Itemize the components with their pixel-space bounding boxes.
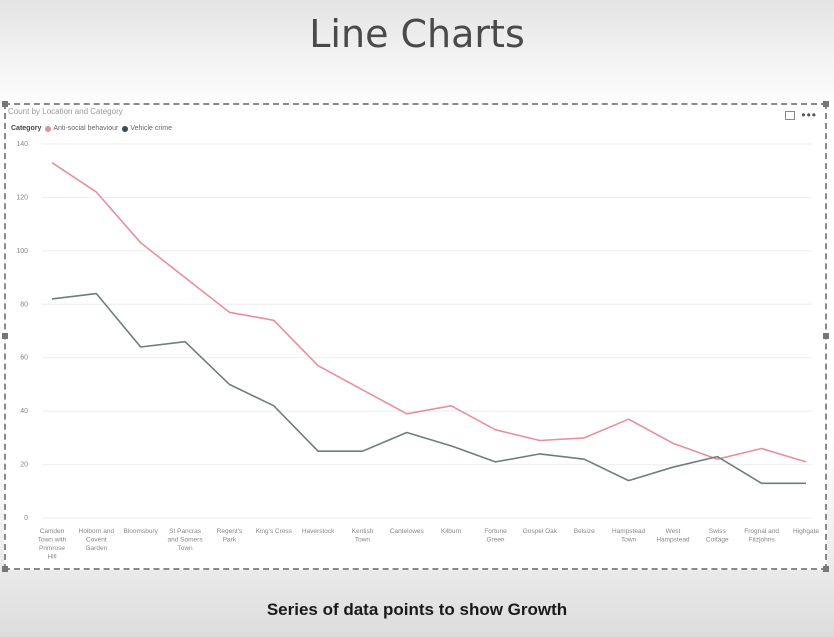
x-tick-label-line: Town with (38, 537, 67, 544)
x-tick-label-line: Kilburn (441, 528, 462, 535)
resize-handle-top-left[interactable] (2, 101, 8, 107)
chart-visual[interactable]: Count by Location and Category ••• Categ… (2, 101, 829, 572)
x-tick-label: Fortune Green (484, 528, 507, 544)
x-tick-label: Camden Town with Primrose Hill (38, 528, 67, 561)
series-line-vehicle-crime (51, 292, 806, 485)
x-tick-label-line: Bloomsbury (124, 528, 159, 535)
y-tick-label: 0 (24, 515, 28, 522)
line-chart: 0 20 40 60 80 100 120 140 Camden Town with Primros… (16, 141, 819, 561)
x-tick-label: St Pancras and Somers Town (168, 528, 204, 552)
x-tick-label: Gospel Oak (523, 528, 558, 535)
slide-title: Line Charts (309, 12, 525, 56)
legend: Category Anti-social behaviour Vehicle c… (11, 125, 176, 132)
focus-mode-icon[interactable] (785, 111, 795, 120)
visual-title: Count by Location and Category (8, 107, 123, 116)
legend-label: Anti-social behaviour (53, 125, 119, 132)
x-tick-label: Frognal and Fitzjohns (744, 528, 779, 544)
x-tick-label: Swiss Cottage (706, 528, 729, 544)
x-tick-label: Haverstock (302, 528, 335, 535)
x-tick-label-line: Primrose (39, 545, 65, 552)
x-tick-label: West Hampstead (656, 528, 690, 544)
x-tick-label: Kilburn (441, 528, 462, 535)
legend-item-vehicle-crime[interactable]: Vehicle crime (122, 125, 172, 132)
x-tick-label-line: and Somers (168, 537, 204, 544)
slide-subtitle: Series of data points to show Growth (266, 600, 568, 619)
x-tick-label-line: King's Cross (256, 528, 293, 535)
resize-handle-bottom-left[interactable] (2, 566, 8, 572)
x-tick-label: Kentish Town (352, 528, 374, 544)
x-tick-label: Belsize (574, 528, 595, 535)
y-tick-label: 80 (20, 301, 28, 308)
y-tick-label: 140 (16, 141, 28, 148)
x-tick-label-line: Hill (47, 554, 57, 561)
x-tick-label: Holborn and Covent Garden (79, 528, 115, 552)
x-tick-label-line: Kentish (352, 528, 374, 535)
x-tick-label-line: Town (177, 545, 193, 552)
x-tick-label-line: Holborn and (79, 528, 115, 535)
x-tick-label-line: St Pancras (169, 528, 202, 535)
x-tick-label-line: Swiss (709, 528, 727, 535)
legend-dot-icon (122, 125, 129, 132)
y-tick-label: 100 (16, 248, 28, 255)
x-tick-label: Regent's Park (217, 528, 243, 544)
x-tick-label-line: Camden (40, 528, 65, 535)
series-line-anti-social (51, 162, 807, 463)
resize-handle-right[interactable] (823, 333, 829, 339)
x-tick-label-line: Park (223, 537, 237, 544)
x-tick-label-line: Town (621, 537, 637, 544)
y-tick-label: 20 (20, 462, 28, 469)
resize-handle-top-right[interactable] (823, 101, 829, 107)
x-tick-label-line: West (666, 528, 681, 535)
legend-label: Vehicle crime (130, 125, 172, 132)
y-tick-label: 120 (16, 194, 28, 201)
x-tick-label-line: Belsize (574, 528, 595, 535)
x-tick-label: Bloomsbury (124, 528, 159, 535)
legend-item-anti-social[interactable]: Anti-social behaviour (45, 125, 118, 132)
x-tick-label-line: Hampstead (612, 528, 646, 535)
resize-handle-bottom-right[interactable] (823, 566, 829, 572)
x-tick-label-line: Covent (86, 537, 107, 544)
x-tick-label-line: Frognal and (744, 528, 779, 535)
x-tick-label-line: Cottage (706, 537, 729, 544)
x-tick-label-line: Regent's (217, 528, 243, 535)
x-tick-label-line: Highgate (793, 528, 819, 535)
more-options-icon[interactable]: ••• (801, 108, 817, 122)
x-tick-label-line: Fitzjohns (749, 537, 776, 544)
x-tick-label-line: Green (486, 537, 504, 544)
x-tick-label: Cantelowes (390, 528, 425, 535)
x-tick-label-line: Haverstock (302, 528, 335, 535)
x-tick-label: Highgate (793, 528, 819, 535)
y-tick-label: 60 (20, 355, 28, 362)
x-tick-label-line: Gospel Oak (523, 528, 558, 535)
x-tick-label-line: Garden (86, 545, 108, 552)
x-tick-label: King's Cross (256, 528, 293, 535)
legend-title: Category (11, 125, 42, 132)
x-tick-label-line: Fortune (484, 528, 507, 535)
x-tick-label: Hampstead Town (612, 528, 646, 544)
x-tick-label-line: Town (355, 537, 371, 544)
x-tick-label-line: Hampstead (656, 537, 690, 544)
y-tick-label: 40 (20, 408, 28, 415)
legend-dot-icon (45, 125, 52, 132)
x-tick-label-line: Cantelowes (390, 528, 425, 535)
resize-handle-left[interactable] (2, 333, 8, 339)
